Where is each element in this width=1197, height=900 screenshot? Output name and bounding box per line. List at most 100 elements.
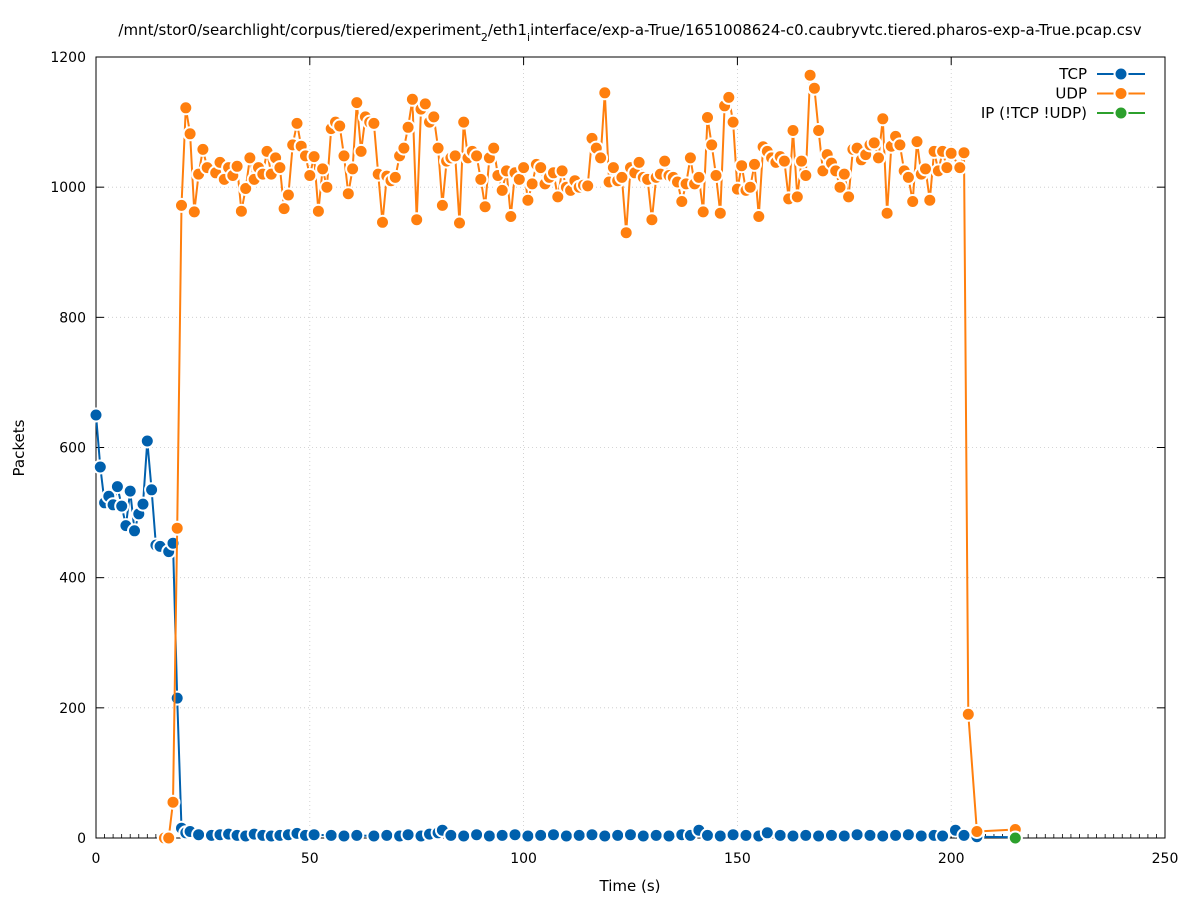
data-point [379, 827, 395, 843]
data-point [913, 828, 929, 844]
data-point [700, 827, 715, 843]
data-point [785, 123, 801, 138]
data-point [533, 827, 549, 843]
x-tick-label: 50 [301, 851, 319, 867]
y-tick-label: 800 [59, 310, 86, 326]
data-point [900, 169, 916, 185]
data-point [960, 706, 976, 722]
data-point [503, 209, 519, 224]
x-tick-label: 150 [724, 851, 751, 867]
data-point [875, 828, 891, 844]
data-point [824, 827, 839, 843]
y-tick-label: 600 [59, 441, 86, 457]
data-point [477, 199, 493, 215]
y-tick-label: 200 [59, 701, 86, 717]
data-point [682, 150, 698, 166]
data-point [302, 168, 318, 183]
data-point [879, 205, 895, 221]
data-point [127, 523, 142, 539]
data-point [242, 150, 258, 166]
data-point [605, 160, 621, 176]
data-point [593, 150, 609, 166]
data-point [580, 178, 596, 194]
data-point [558, 828, 574, 844]
data-point [776, 153, 792, 169]
data-point [336, 828, 352, 844]
data-point [135, 496, 151, 512]
data-point [169, 690, 185, 706]
data-point [584, 827, 600, 843]
data-point [909, 134, 925, 150]
data-point [657, 153, 673, 169]
data-point [507, 827, 523, 843]
data-point [772, 827, 788, 843]
data-point [789, 189, 805, 205]
data-point [832, 179, 848, 195]
series-2 [1007, 830, 1023, 846]
data-point [811, 123, 827, 138]
data-point [452, 215, 467, 231]
legend-marker [1113, 66, 1129, 82]
data-point [871, 150, 886, 166]
data-point [939, 160, 955, 176]
series-0 [88, 407, 1023, 845]
data-point [349, 95, 365, 111]
data-point [169, 520, 185, 536]
data-point [738, 827, 754, 843]
data-point [443, 827, 459, 843]
data-point [434, 197, 450, 213]
data-point [836, 828, 852, 844]
data-point [366, 828, 382, 844]
data-point [92, 459, 108, 475]
data-point [310, 203, 326, 219]
data-point [721, 89, 737, 105]
data-point [841, 189, 857, 205]
data-point [533, 160, 549, 176]
data-point [695, 204, 711, 220]
data-point [88, 407, 104, 423]
data-point [635, 828, 651, 844]
data-point [900, 827, 916, 843]
data-point [280, 187, 296, 203]
data-point [400, 827, 416, 843]
data-point [785, 828, 801, 844]
data-point [233, 203, 249, 219]
y-tick-label: 1000 [50, 180, 86, 196]
data-point [319, 179, 335, 195]
data-point [802, 67, 818, 83]
chart-title: /mnt/stor0/searchlight/corpus/tiered/exp… [118, 21, 1141, 44]
data-point [571, 827, 587, 843]
data-point [375, 214, 390, 230]
legend-marker [1113, 86, 1129, 101]
data-point [704, 137, 720, 153]
data-point [618, 225, 634, 241]
data-point [524, 176, 540, 192]
data-point [516, 160, 532, 176]
y-tick-label: 0 [77, 831, 86, 847]
y-tick-label: 400 [59, 571, 86, 587]
data-point [700, 110, 715, 125]
data-point [229, 158, 245, 174]
data-point [469, 148, 485, 164]
data-point [336, 148, 352, 164]
data-point [332, 118, 348, 134]
data-point [836, 166, 852, 182]
data-point [114, 498, 130, 514]
data-point [969, 824, 985, 839]
data-point [1007, 830, 1023, 846]
data-point [122, 483, 138, 499]
data-point [456, 114, 472, 130]
data-point [708, 168, 724, 183]
data-point [674, 194, 690, 209]
data-point [178, 100, 194, 116]
data-point [747, 156, 762, 172]
data-point [456, 828, 472, 844]
data-point [426, 109, 442, 125]
data-point [289, 115, 305, 131]
data-point [661, 828, 677, 844]
data-point [349, 827, 365, 843]
data-point [734, 158, 750, 174]
data-point [366, 115, 382, 131]
data-point [306, 827, 322, 843]
data-point [520, 828, 536, 844]
